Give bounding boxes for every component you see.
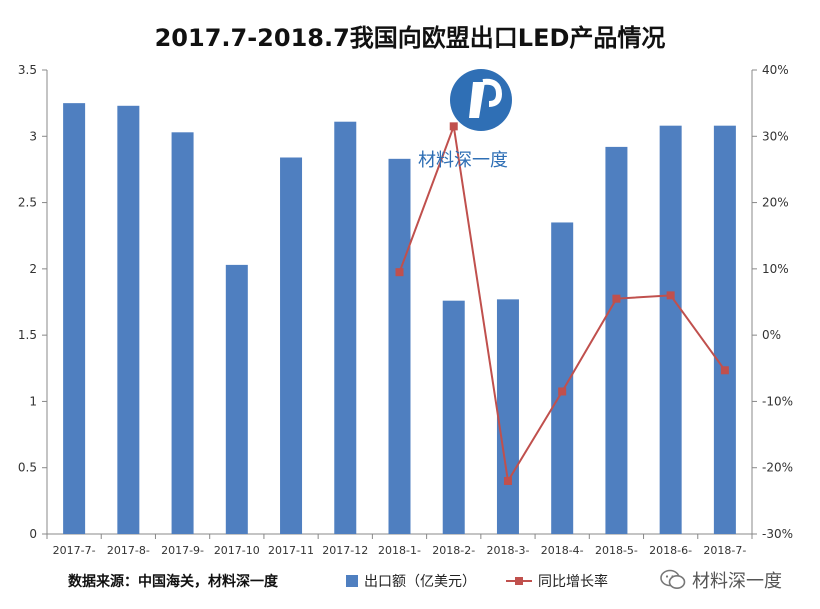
legend-item-growth: 同比增长率 xyxy=(506,571,608,591)
growth-point xyxy=(395,268,404,277)
bar xyxy=(496,299,519,534)
chart-footer: 数据来源：中国海关，材料深一度 出口额（亿美元） 同比增长率 材料深一度 xyxy=(0,565,820,597)
y-left-tick-label: 0 xyxy=(29,527,37,541)
legend-bar-swatch xyxy=(346,575,358,587)
x-tick-label: 2018-5- xyxy=(595,544,638,557)
bar xyxy=(225,264,248,534)
bar xyxy=(388,158,411,534)
growth-point xyxy=(612,294,621,303)
growth-point xyxy=(666,291,675,300)
bar xyxy=(117,105,140,535)
x-tick-label: 2017-12 xyxy=(322,544,368,557)
legend-line-swatch xyxy=(506,575,532,587)
legend-label-exports: 出口额（亿美元） xyxy=(364,574,476,590)
wechat-icon xyxy=(660,569,686,589)
growth-point xyxy=(558,387,567,396)
watermark-text: 材料深一度 xyxy=(418,150,508,171)
bar xyxy=(171,132,194,534)
y-right-tick-label: 20% xyxy=(762,196,789,210)
growth-point xyxy=(503,476,512,485)
growth-point xyxy=(720,366,729,375)
x-tick-label: 2017-11 xyxy=(268,544,314,557)
bar xyxy=(551,222,574,534)
x-tick-label: 2017-8- xyxy=(107,544,150,557)
y-right-tick-label: -30% xyxy=(762,527,793,541)
y-left-tick-label: 1.5 xyxy=(18,328,37,342)
x-tick-label: 2018-2- xyxy=(432,544,475,557)
x-tick-label: 2018-6- xyxy=(649,544,692,557)
x-tick-label: 2018-4- xyxy=(541,544,584,557)
line-series xyxy=(395,122,729,485)
y-left-tick-label: 0.5 xyxy=(18,461,37,475)
data-source-note: 数据来源：中国海关，材料深一度 xyxy=(68,574,278,590)
y-right-tick-label: -10% xyxy=(762,394,793,408)
footer-watermark: 材料深一度 xyxy=(660,567,782,593)
watermark-logo-icon xyxy=(449,68,513,132)
chart-title: 2017.7-2018.7我国向欧盟出口LED产品情况 xyxy=(154,24,666,52)
y-right-tick-label: 0% xyxy=(762,328,781,342)
y-left-tick-label: 3.5 xyxy=(18,63,37,77)
y-right-tick-label: 40% xyxy=(762,63,789,77)
y-right-tick-label: 10% xyxy=(762,262,789,276)
y-left-tick-label: 3 xyxy=(29,129,37,143)
bar xyxy=(713,125,736,535)
bar-series xyxy=(63,103,736,535)
x-tick-label: 2017-7- xyxy=(53,544,96,557)
bar xyxy=(659,125,682,535)
bar xyxy=(442,300,465,534)
bar xyxy=(63,103,86,535)
growth-point xyxy=(449,122,458,131)
x-tick-label: 2018-1- xyxy=(378,544,421,557)
bar xyxy=(334,121,357,535)
chart-axes: 0 0.5 1 1.5 2 2.5 3 3.5 -30% -20% -10% 0% 10% 20% 30% 4… xyxy=(18,63,793,557)
footer-watermark-text: 材料深一度 xyxy=(692,571,782,592)
x-tick-label: 2017-9- xyxy=(161,544,204,557)
bar xyxy=(280,157,303,535)
legend-item-exports: 出口额（亿美元） xyxy=(346,571,476,591)
bar xyxy=(605,146,628,535)
y-left-tick-label: 2 xyxy=(29,262,37,276)
y-right-tick-label: 30% xyxy=(762,129,789,143)
x-tick-label: 2018-7- xyxy=(703,544,746,557)
y-left-tick-label: 1 xyxy=(29,394,37,408)
x-tick-label: 2017-10 xyxy=(214,544,260,557)
y-right-tick-label: -20% xyxy=(762,461,793,475)
chart-svg: 0 0.5 1 1.5 2 2.5 3 3.5 -30% -20% -10% 0% 10% 20% 30% 4… xyxy=(18,63,793,557)
legend-label-growth: 同比增长率 xyxy=(538,574,608,590)
x-tick-label: 2018-3- xyxy=(486,544,529,557)
y-left-tick-label: 2.5 xyxy=(18,196,37,210)
